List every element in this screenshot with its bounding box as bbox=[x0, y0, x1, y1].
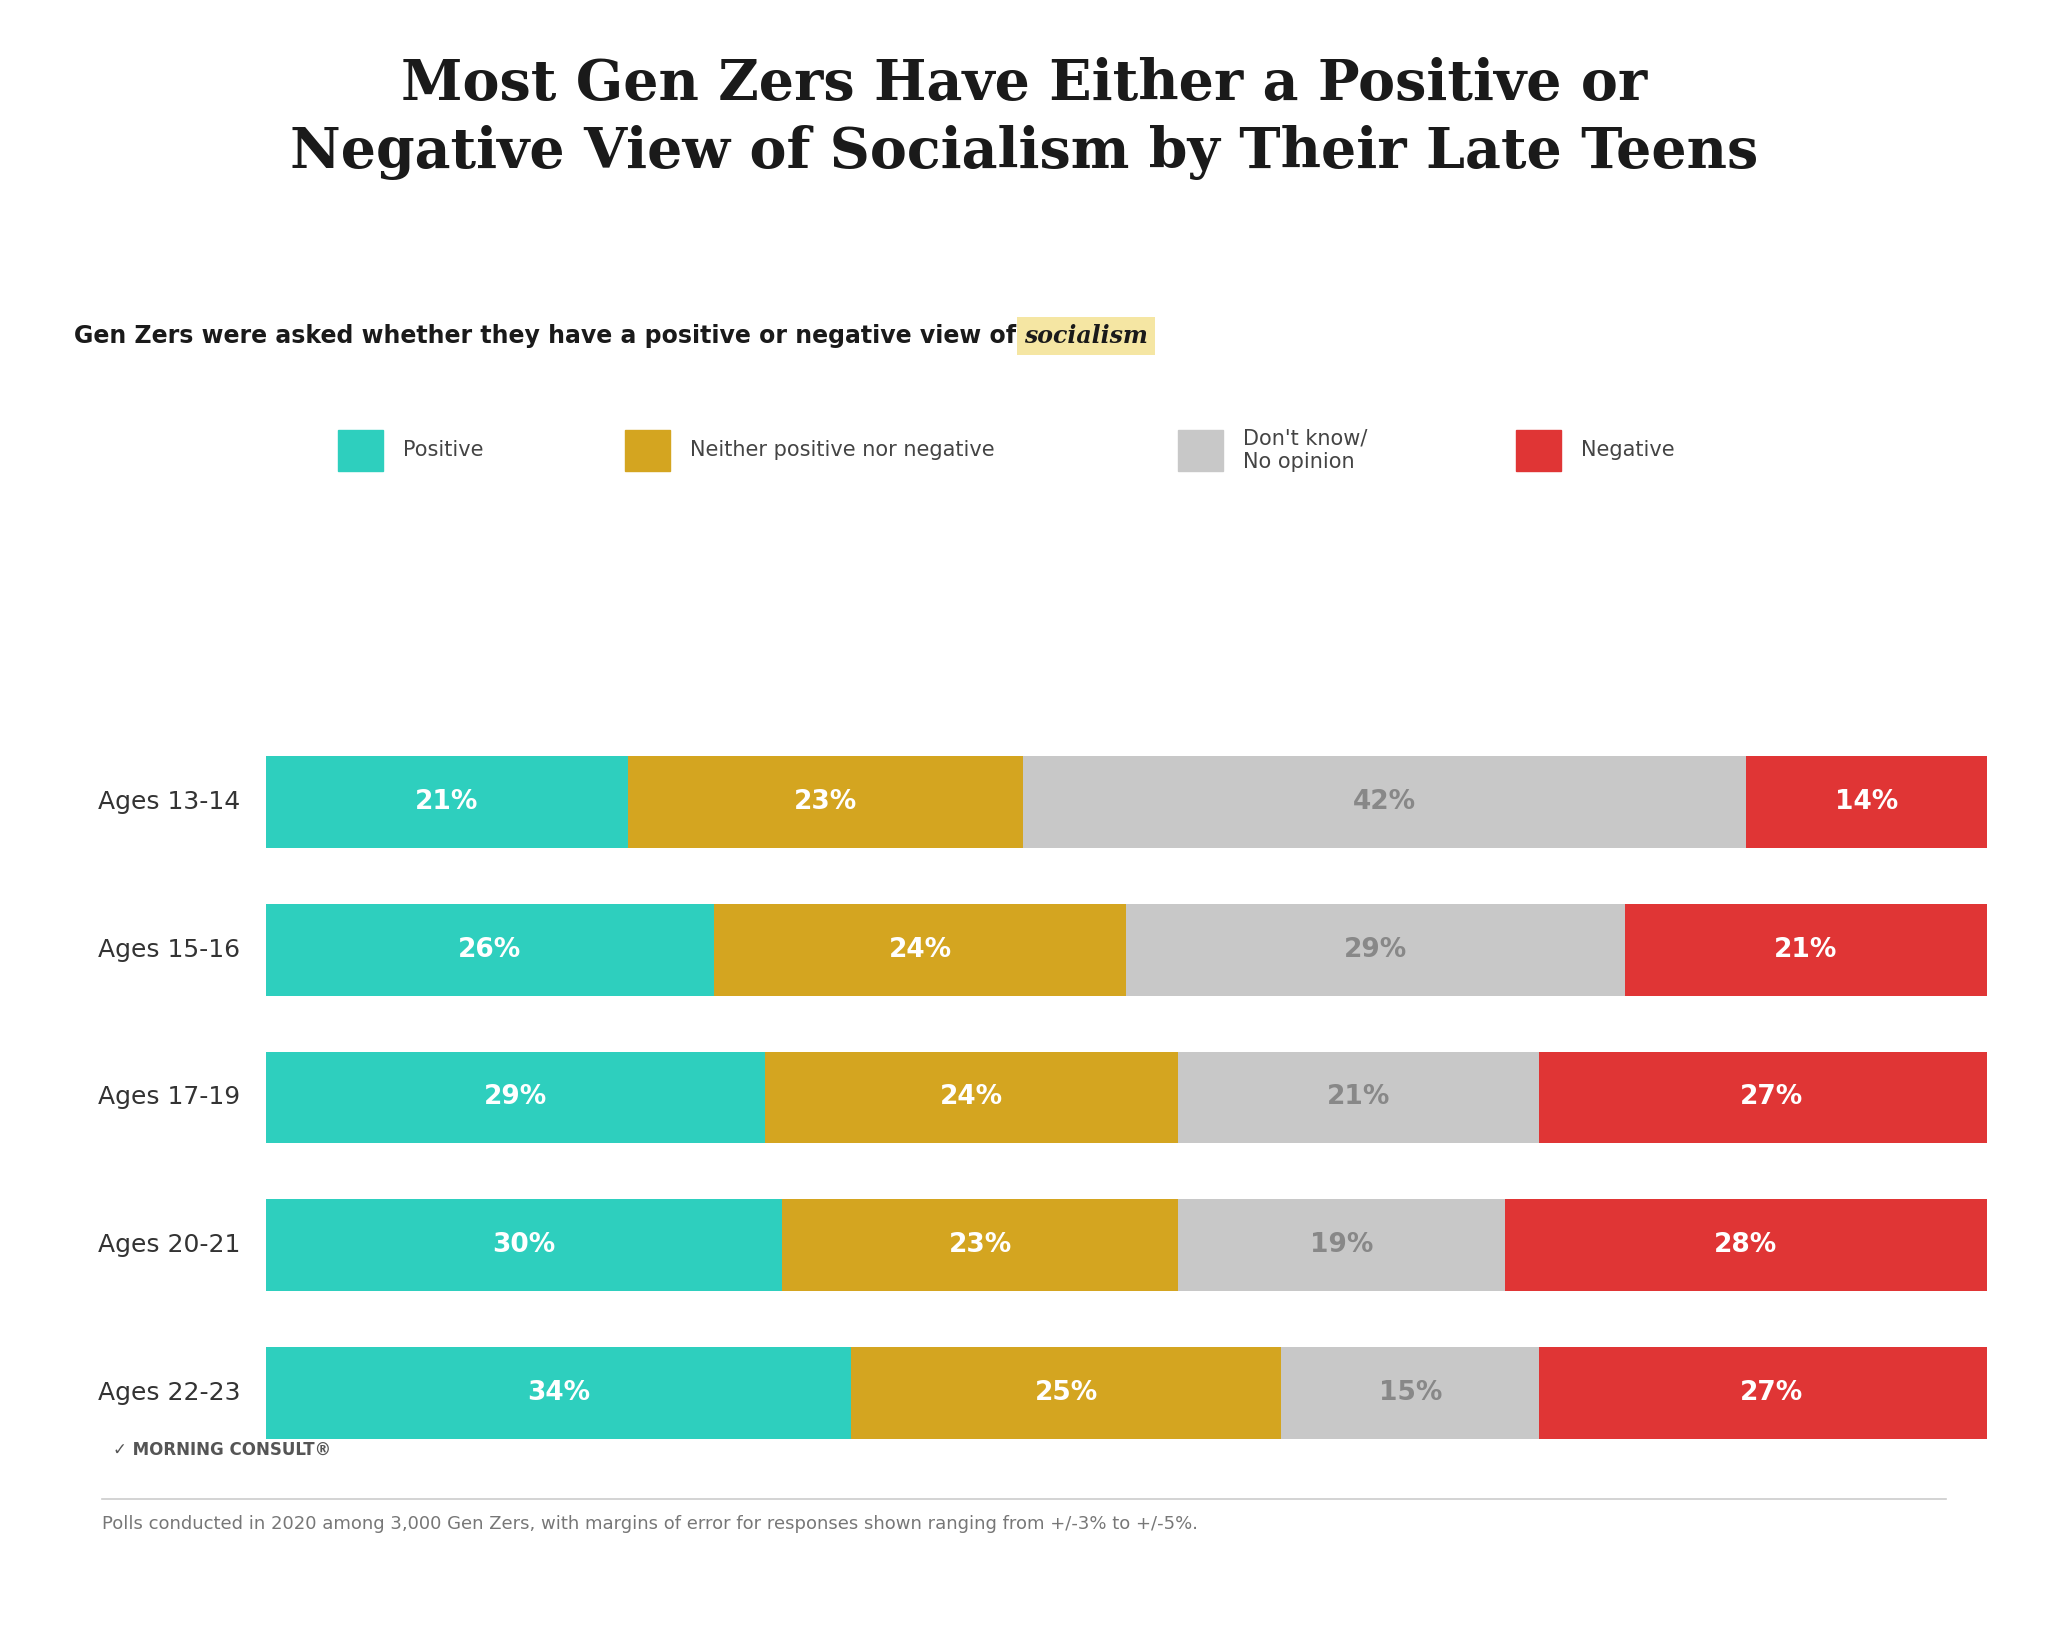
Text: Ages 20-21: Ages 20-21 bbox=[98, 1233, 240, 1258]
Text: 30%: 30% bbox=[494, 1232, 555, 1258]
Bar bbox=[1540, 1052, 2003, 1143]
Bar bbox=[1178, 429, 1223, 472]
Bar bbox=[1505, 1199, 1987, 1291]
Text: 14%: 14% bbox=[1835, 790, 1898, 816]
Text: Ages 17-19: Ages 17-19 bbox=[98, 1086, 240, 1109]
Text: 29%: 29% bbox=[483, 1084, 547, 1111]
Text: 21%: 21% bbox=[416, 790, 479, 816]
Text: Most Gen Zers Have Either a Positive or
Negative View of Socialism by Their Late: Most Gen Zers Have Either a Positive or … bbox=[291, 57, 1757, 180]
Text: 21%: 21% bbox=[1774, 937, 1837, 963]
Text: 24%: 24% bbox=[940, 1084, 1004, 1111]
Bar bbox=[1178, 1199, 1505, 1291]
Bar bbox=[1178, 1052, 1540, 1143]
Bar bbox=[266, 1346, 852, 1438]
Bar bbox=[713, 904, 1126, 996]
Text: Ages 15-16: Ages 15-16 bbox=[98, 937, 240, 962]
Text: Ages 22-23: Ages 22-23 bbox=[98, 1381, 240, 1405]
Text: 27%: 27% bbox=[1741, 1379, 1802, 1405]
Text: Gen Zers were asked whether they have a positive or negative view of: Gen Zers were asked whether they have a … bbox=[74, 324, 1024, 347]
Text: Ages 13-14: Ages 13-14 bbox=[98, 790, 240, 814]
Bar bbox=[1540, 1346, 2003, 1438]
Text: 27%: 27% bbox=[1741, 1084, 1802, 1111]
Bar bbox=[766, 1052, 1178, 1143]
Bar bbox=[266, 757, 627, 848]
Text: 42%: 42% bbox=[1354, 790, 1415, 816]
Text: ✓ MORNING CONSULT®: ✓ MORNING CONSULT® bbox=[113, 1441, 332, 1458]
Text: 23%: 23% bbox=[948, 1232, 1012, 1258]
Text: 34%: 34% bbox=[526, 1379, 590, 1405]
Bar bbox=[266, 1052, 766, 1143]
Text: 26%: 26% bbox=[459, 937, 522, 963]
Bar bbox=[266, 1199, 782, 1291]
Text: 24%: 24% bbox=[889, 937, 952, 963]
Text: 15%: 15% bbox=[1378, 1379, 1442, 1405]
Bar bbox=[627, 757, 1024, 848]
Bar bbox=[1516, 429, 1561, 472]
Text: Negative: Negative bbox=[1581, 441, 1675, 460]
Text: Don't know/
No opinion: Don't know/ No opinion bbox=[1243, 429, 1368, 472]
Text: 21%: 21% bbox=[1327, 1084, 1391, 1111]
Bar bbox=[266, 904, 713, 996]
Bar bbox=[1745, 757, 1987, 848]
Text: 28%: 28% bbox=[1714, 1232, 1778, 1258]
Text: 29%: 29% bbox=[1343, 937, 1407, 963]
Text: 19%: 19% bbox=[1311, 1232, 1372, 1258]
Bar bbox=[852, 1346, 1282, 1438]
Text: Polls conducted in 2020 among 3,000 Gen Zers, with margins of error for response: Polls conducted in 2020 among 3,000 Gen … bbox=[102, 1515, 1198, 1533]
Bar bbox=[1024, 757, 1745, 848]
Bar bbox=[782, 1199, 1178, 1291]
Text: Positive: Positive bbox=[403, 441, 483, 460]
Text: 25%: 25% bbox=[1034, 1379, 1098, 1405]
Bar bbox=[625, 429, 670, 472]
Bar bbox=[338, 429, 383, 472]
Bar bbox=[1626, 904, 1987, 996]
Text: 23%: 23% bbox=[795, 790, 856, 816]
Bar bbox=[1126, 904, 1626, 996]
Text: Neither positive nor negative: Neither positive nor negative bbox=[690, 441, 995, 460]
Text: socialism: socialism bbox=[1024, 324, 1147, 347]
Bar bbox=[1282, 1346, 1540, 1438]
